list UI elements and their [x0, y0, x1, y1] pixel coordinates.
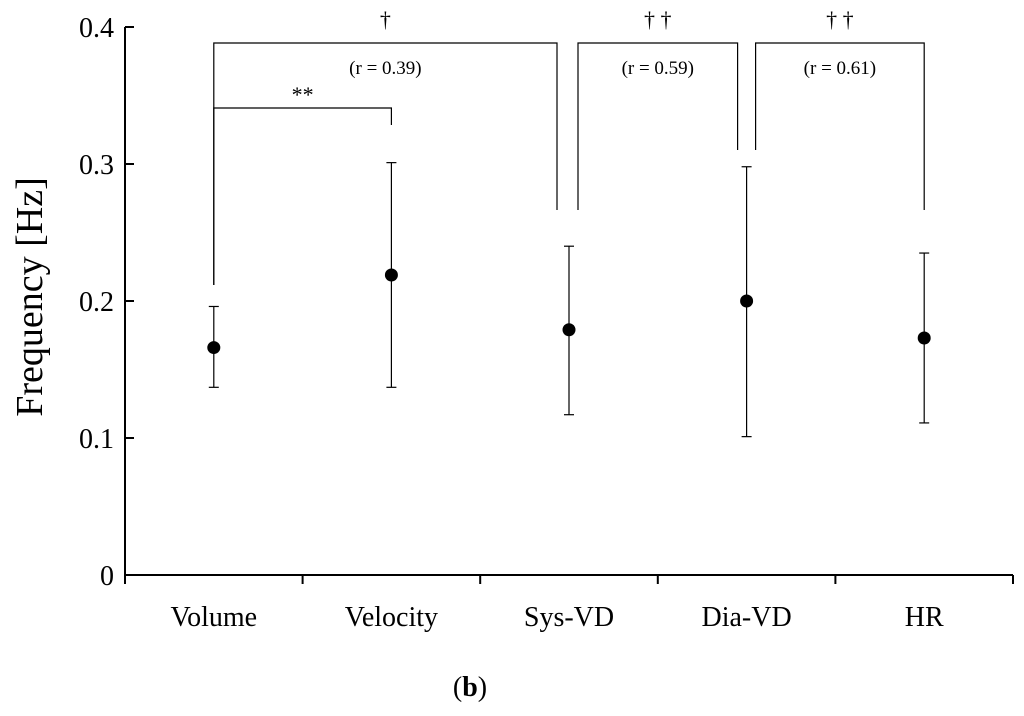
significance-mark: † †	[826, 7, 854, 32]
data-point	[740, 294, 754, 308]
panel-label: (b)	[453, 672, 487, 703]
y-tick-label: 0.1	[79, 424, 114, 455]
error-bars	[208, 162, 930, 438]
correlation-label: (r = 0.61)	[804, 58, 876, 79]
y-axis-ticks: 0 0.1 0.2 0.3 0.4	[79, 13, 134, 592]
x-tick-label: Dia-VD	[701, 602, 791, 633]
panel-label-letter: b	[462, 672, 478, 703]
y-axis-label: Frequency [Hz]	[9, 177, 51, 417]
data-point	[562, 323, 576, 337]
correlation-label: (r = 0.39)	[349, 58, 421, 79]
data-point	[917, 331, 931, 345]
significance-bracket: **	[213, 82, 392, 285]
data-point	[384, 268, 398, 282]
panel-label-open: (	[453, 672, 462, 703]
data-point	[207, 341, 221, 355]
x-axis-ticks: Volume Velocity Sys-VD Dia-VD HR	[124, 575, 1014, 633]
bracket-line	[577, 42, 739, 210]
bracket-line	[213, 107, 392, 285]
x-tick-label: Velocity	[345, 602, 438, 633]
significance-mark: † †	[644, 7, 672, 32]
x-tick-label: Sys-VD	[524, 602, 614, 633]
significance-mark: †	[380, 7, 391, 32]
panel-label-close: )	[478, 672, 487, 703]
x-tick-label: HR	[905, 602, 944, 633]
significance-mark: **	[292, 82, 314, 107]
significance-bracket: † † (r = 0.59)	[577, 7, 739, 210]
bracket-line	[213, 42, 558, 285]
y-tick-label: 0.3	[79, 150, 114, 181]
significance-bracket: † † (r = 0.61)	[755, 7, 925, 210]
significance-brackets: ** † (r = 0.39) † † (r = 0.59) † † (r = 0.61)	[213, 7, 925, 285]
correlation-label: (r = 0.59)	[622, 58, 694, 79]
y-tick-label: 0.2	[79, 287, 114, 318]
y-tick-label: 0.4	[79, 13, 114, 44]
x-tick-label: Volume	[170, 602, 257, 633]
significance-bracket: † (r = 0.39)	[213, 7, 558, 285]
data-points	[207, 268, 931, 355]
y-tick-label: 0	[100, 561, 114, 592]
bracket-line	[755, 42, 925, 210]
